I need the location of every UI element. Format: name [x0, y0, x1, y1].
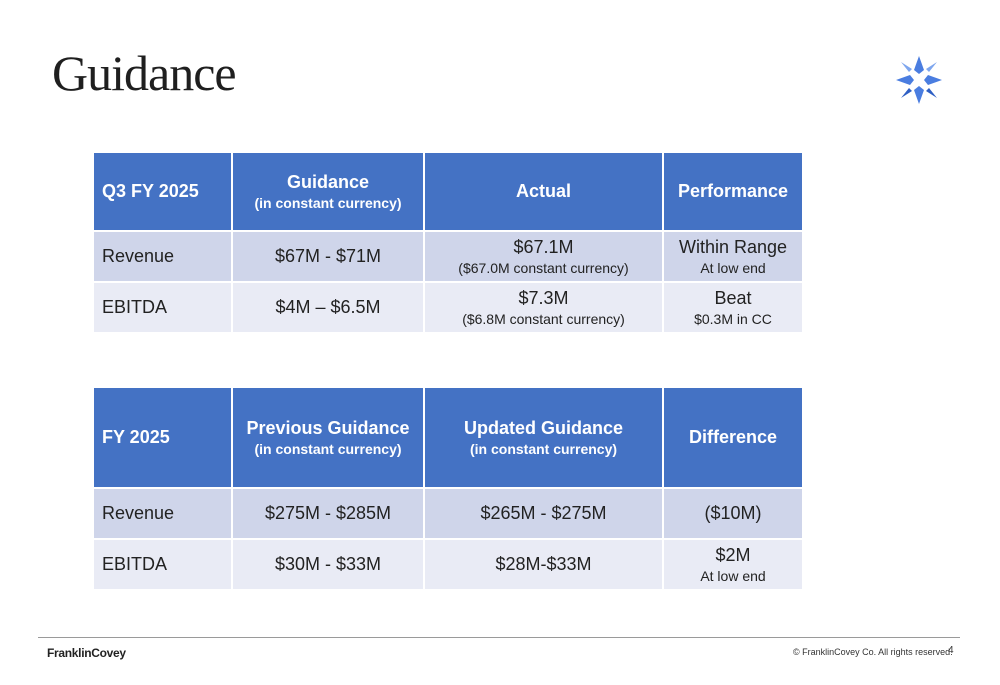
q3-guidance-table: Q3 FY 2025 Guidance (in constant currency…	[92, 151, 804, 334]
table-header-row: FY 2025 Previous Guidance (in constant cu…	[92, 386, 804, 489]
table-header-row: Q3 FY 2025 Guidance (in constant currency…	[92, 151, 804, 232]
column-header: Previous Guidance (in constant currency)	[231, 386, 425, 489]
updated-guidance-cell: $265M - $275M	[423, 487, 664, 540]
column-header: Performance	[662, 151, 804, 232]
metric-cell: Revenue	[92, 230, 233, 283]
star-compass-icon	[896, 56, 942, 104]
column-header: FY 2025	[92, 386, 233, 489]
metric-cell: EBITDA	[92, 538, 233, 591]
table-row: Revenue $67M - $71M $67.1M ($67.0M consta…	[92, 230, 804, 283]
actual-cell: $7.3M ($6.8M constant currency)	[423, 281, 664, 334]
footer-divider	[38, 637, 960, 638]
guidance-cell: $4M – $6.5M	[231, 281, 425, 334]
fy-guidance-table: FY 2025 Previous Guidance (in constant cu…	[92, 386, 804, 591]
previous-guidance-cell: $275M - $285M	[231, 487, 425, 540]
page-number: 4	[948, 645, 954, 656]
column-header: Actual	[423, 151, 664, 232]
table-row: EBITDA $4M – $6.5M $7.3M ($6.8M constant …	[92, 281, 804, 334]
brand-logo: FranklinCovey	[47, 646, 126, 660]
performance-cell: Within Range At low end	[662, 230, 804, 283]
difference-cell: ($10M)	[662, 487, 804, 540]
difference-cell: $2M At low end	[662, 538, 804, 591]
updated-guidance-cell: $28M-$33M	[423, 538, 664, 591]
metric-cell: Revenue	[92, 487, 233, 540]
column-header: Difference	[662, 386, 804, 489]
copyright-notice: © FranklinCovey Co. All rights reserved.	[793, 647, 953, 657]
table-row: EBITDA $30M - $33M $28M-$33M $2M At low e…	[92, 538, 804, 591]
previous-guidance-cell: $30M - $33M	[231, 538, 425, 591]
actual-cell: $67.1M ($67.0M constant currency)	[423, 230, 664, 283]
guidance-cell: $67M - $71M	[231, 230, 425, 283]
metric-cell: EBITDA	[92, 281, 233, 334]
table-row: Revenue $275M - $285M $265M - $275M ($10…	[92, 487, 804, 540]
performance-cell: Beat $0.3M in CC	[662, 281, 804, 334]
column-header: Updated Guidance (in constant currency)	[423, 386, 664, 489]
column-header: Q3 FY 2025	[92, 151, 233, 232]
page-title: Guidance	[52, 45, 237, 101]
column-header: Guidance (in constant currency)	[231, 151, 425, 232]
